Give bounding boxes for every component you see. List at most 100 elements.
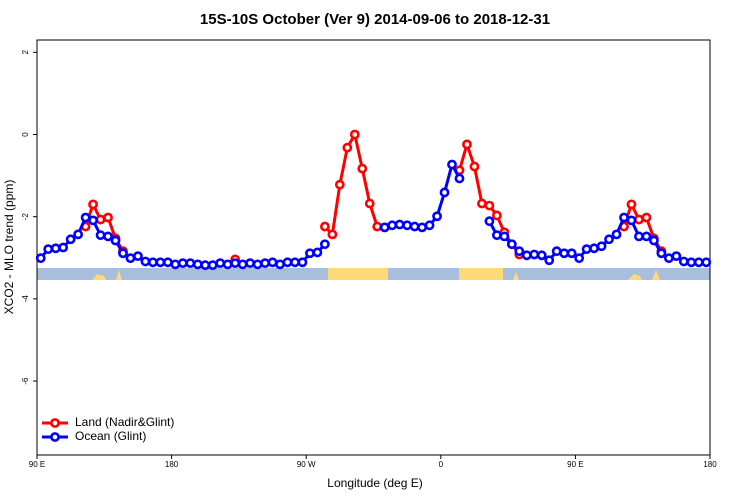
data-point: [50, 243, 61, 254]
y-axis-label: XCO2 - MLO trend (ppm): [2, 180, 16, 315]
series-line: [84, 133, 663, 256]
data-point: [559, 248, 570, 259]
data-point: [432, 211, 442, 222]
data-point: [387, 220, 398, 231]
data-point: [319, 221, 330, 232]
data-point: [275, 259, 285, 270]
data-point: [305, 248, 315, 259]
data-point: [454, 173, 465, 184]
data-point: [245, 258, 256, 269]
data-point: [65, 234, 76, 245]
data-point: [372, 221, 383, 232]
data-point: [155, 257, 166, 268]
data-point: [319, 239, 330, 250]
y-tick-label: -4: [21, 295, 30, 303]
data-point: [551, 246, 562, 257]
data-point: [581, 244, 592, 255]
legend-label: Ocean (Glint): [75, 429, 146, 443]
data-point: [88, 215, 98, 226]
y-tick-label: 0: [21, 132, 30, 137]
data-point: [282, 257, 293, 268]
y-tick-label: -2: [21, 213, 30, 221]
data-point: [222, 259, 233, 270]
data-point: [312, 247, 323, 258]
data-point: [424, 220, 435, 231]
data-point: [73, 229, 84, 240]
data-point: [529, 249, 540, 260]
data-point: [641, 212, 652, 223]
data-point: [634, 231, 644, 242]
data-point: [357, 163, 368, 174]
data-point: [327, 229, 338, 240]
data-point: [379, 222, 390, 233]
legend-label: Land (Nadir&Glint): [75, 415, 174, 429]
data-point: [521, 250, 532, 261]
data-point: [394, 219, 405, 230]
data-point: [342, 142, 353, 153]
data-point: [267, 257, 278, 268]
data-point: [484, 216, 495, 227]
data-point: [641, 231, 652, 242]
data-point: [200, 260, 211, 271]
data-point: [349, 129, 360, 140]
land-strip: [459, 268, 503, 280]
data-point: [402, 220, 413, 231]
data-point: [626, 199, 637, 210]
data-point: [447, 159, 457, 170]
data-point: [297, 257, 308, 268]
data-point: [118, 248, 128, 259]
x-tick-label: 0: [439, 460, 444, 469]
data-point: [417, 222, 428, 233]
data-point: [544, 255, 555, 266]
data-point: [409, 221, 420, 232]
data-point: [574, 253, 585, 264]
data-point: [491, 210, 502, 221]
data-point: [649, 235, 659, 246]
data-point: [491, 230, 502, 241]
data-point: [484, 200, 495, 211]
x-tick-label: 180: [703, 460, 717, 469]
data-point: [364, 198, 375, 209]
data-point: [80, 212, 91, 223]
data-point: [95, 230, 106, 241]
plot-frame: [36, 39, 711, 456]
data-point: [536, 250, 547, 261]
data-point: [701, 257, 712, 268]
data-point: [506, 239, 517, 250]
data-point: [469, 161, 480, 172]
data-point: [656, 248, 667, 259]
data-point: [58, 242, 69, 253]
data-point: [43, 244, 54, 255]
land-strip: [92, 270, 122, 280]
data-point: [462, 139, 472, 150]
data-point: [596, 241, 607, 252]
data-point: [290, 257, 300, 268]
data-point: [162, 257, 173, 268]
data-point: [671, 251, 682, 262]
x-tick-label: 90 E: [567, 460, 583, 469]
data-point: [611, 229, 622, 240]
data-point: [566, 248, 577, 259]
legend-marker: [50, 432, 60, 442]
data-point: [177, 258, 188, 269]
data-point: [634, 214, 644, 225]
map-strip: [37, 268, 710, 280]
data-point: [103, 212, 113, 223]
data-point: [95, 214, 106, 225]
y-tick-label: -6: [21, 377, 30, 385]
chart-title: 15S-10S October (Ver 9) 2014-09-06 to 20…: [200, 11, 550, 28]
data-point: [514, 246, 525, 257]
data-point: [477, 198, 487, 209]
data-point: [334, 179, 345, 190]
data-point: [103, 231, 113, 242]
data-point: [237, 259, 248, 270]
data-point: [252, 259, 263, 270]
x-tick-label: 180: [165, 460, 179, 469]
data-point: [185, 258, 196, 269]
data-point: [88, 199, 98, 210]
legend-marker: [50, 418, 60, 428]
x-tick-label: 90 W: [297, 460, 316, 469]
data-point: [499, 231, 510, 242]
y-tick-label: 2: [21, 50, 30, 55]
